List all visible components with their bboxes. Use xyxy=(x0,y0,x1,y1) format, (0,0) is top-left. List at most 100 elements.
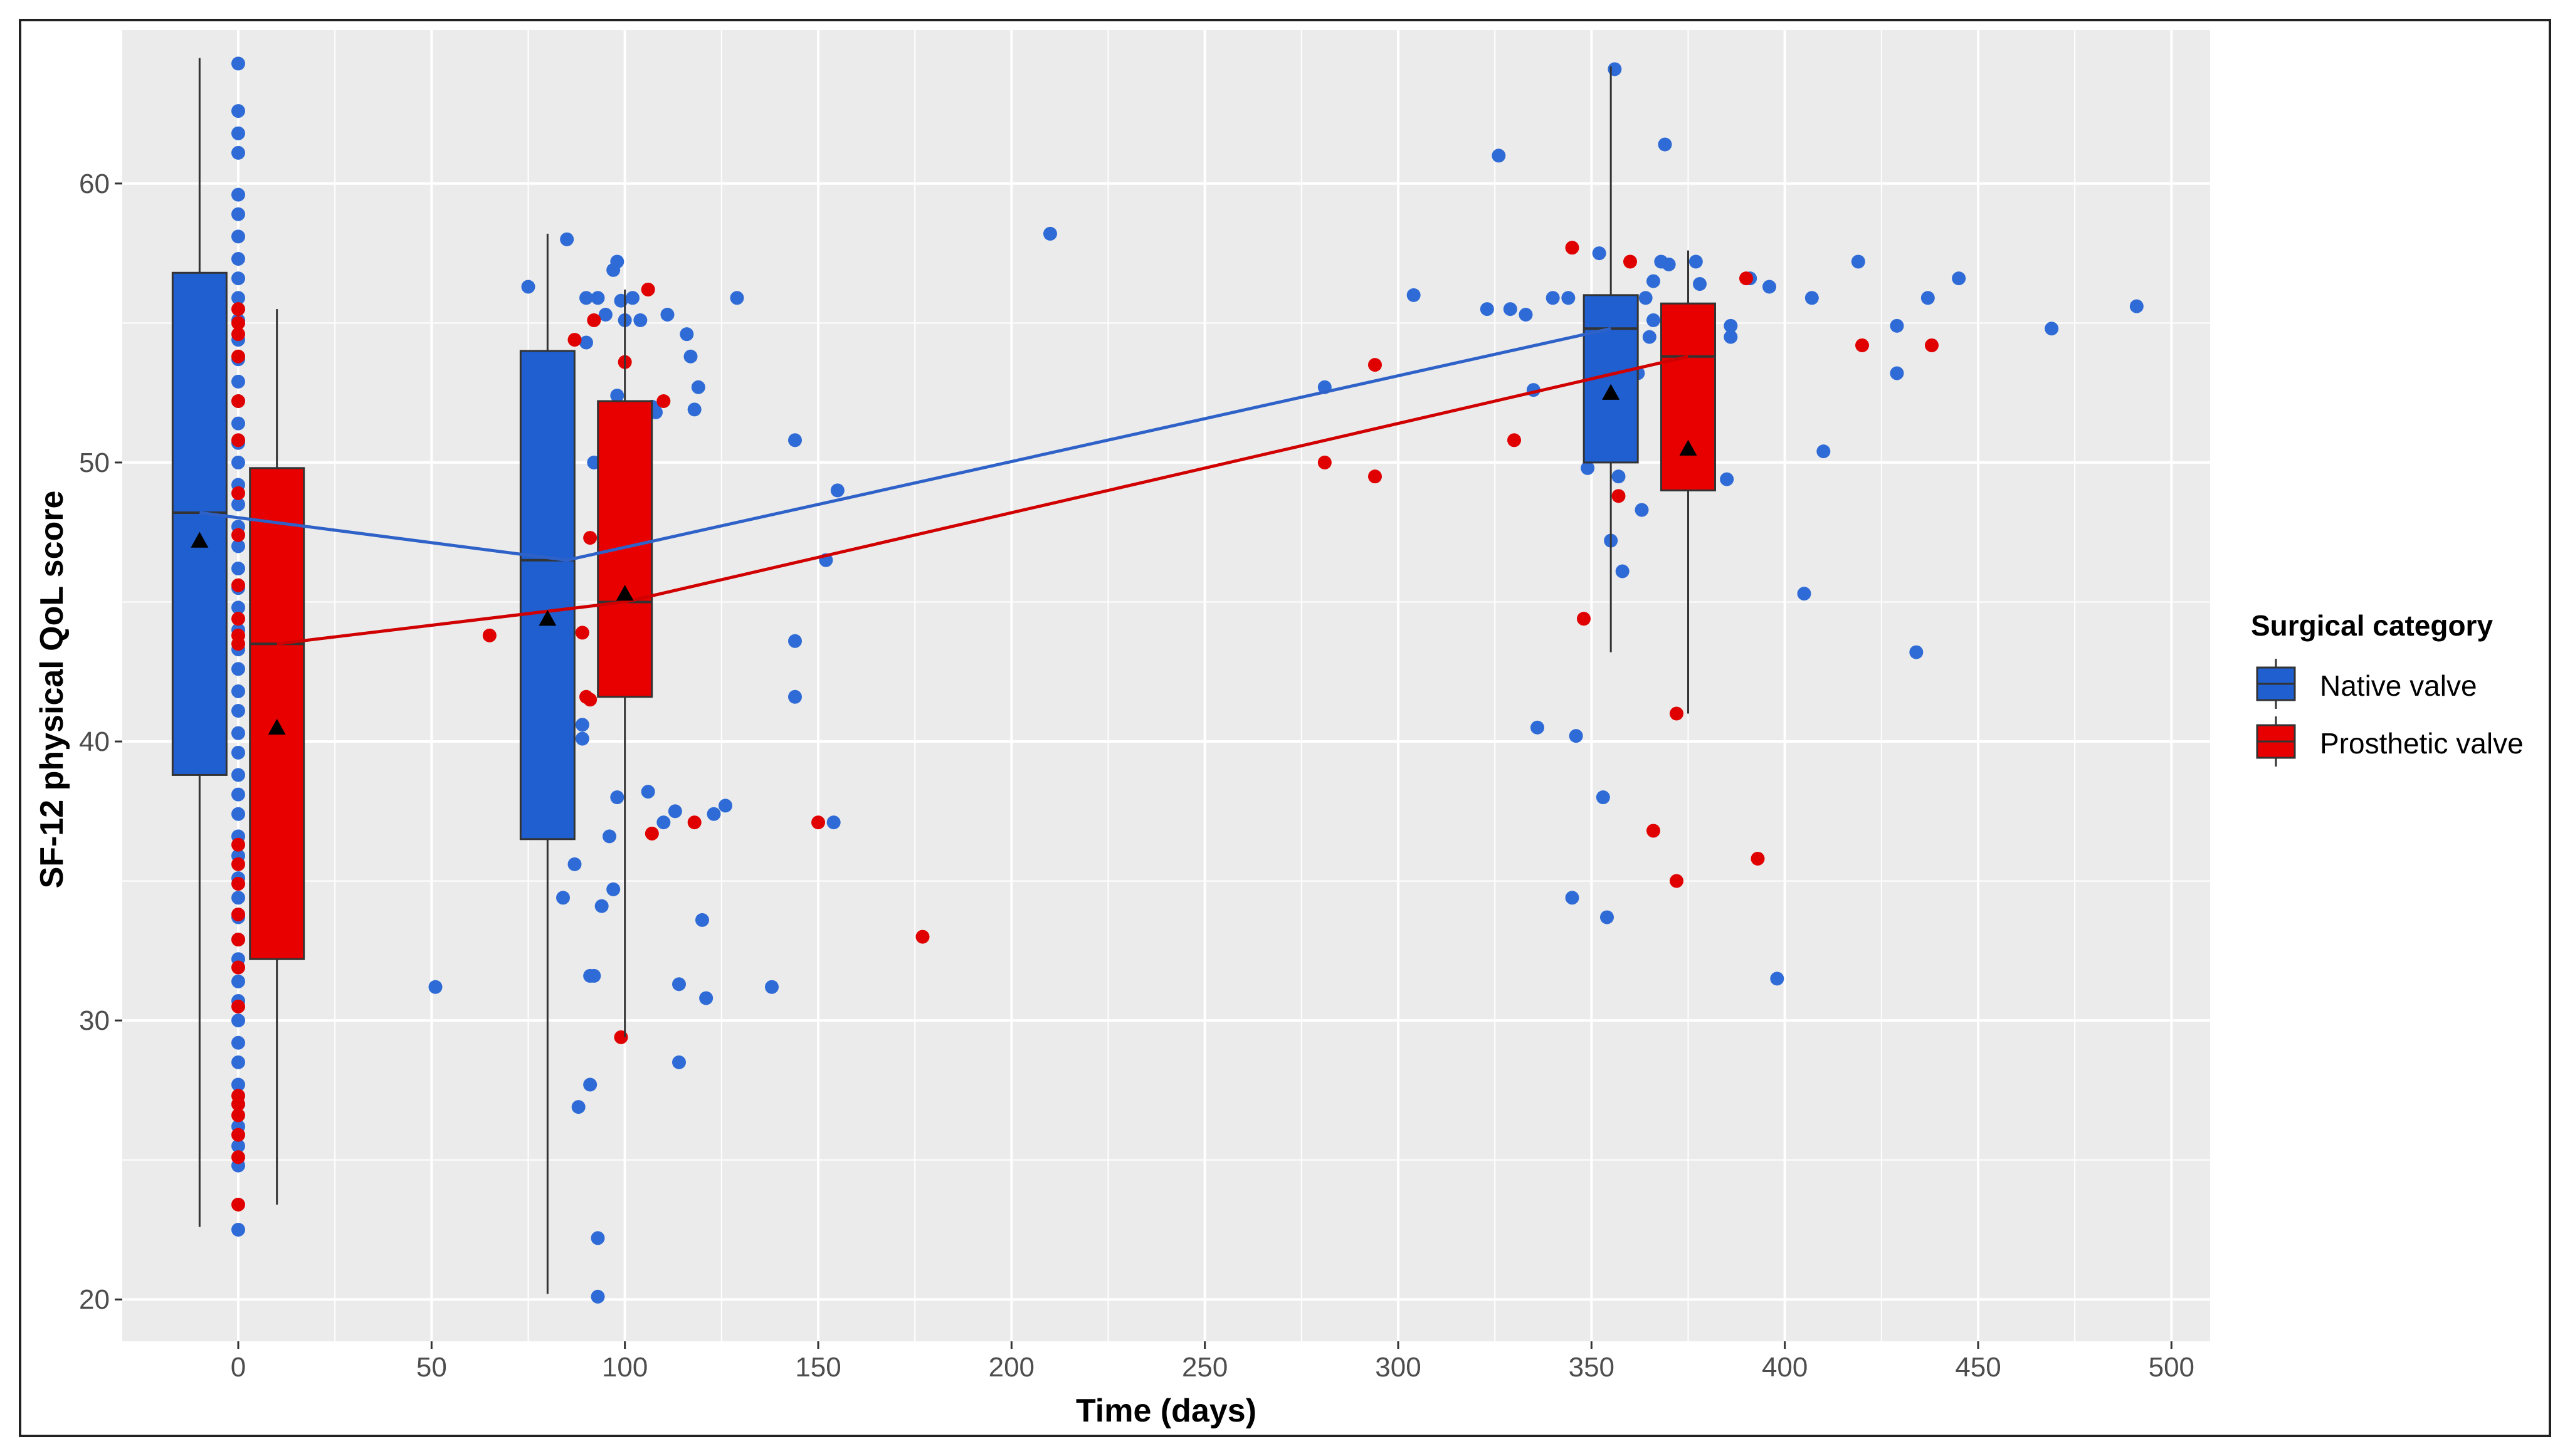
x-tick-label: 50 xyxy=(416,1352,447,1383)
native-valve-point xyxy=(2045,322,2059,336)
native-valve-point xyxy=(668,804,682,819)
native-valve-point xyxy=(707,807,721,821)
prosthetic-valve-point xyxy=(1368,358,1382,372)
x-tick-label: 150 xyxy=(795,1352,841,1383)
trend-lines xyxy=(199,327,1689,646)
prosthetic-valve-point xyxy=(583,693,598,707)
prosthetic-valve-point xyxy=(231,907,245,921)
native-valve-point xyxy=(1503,302,1517,317)
native-valve-point xyxy=(591,1231,605,1245)
native-valve-point xyxy=(683,349,698,364)
prosthetic-valve-point xyxy=(1507,433,1521,448)
prosthetic-valve-point xyxy=(231,1097,245,1111)
native-valve-point xyxy=(231,1035,245,1050)
prosthetic-valve-point xyxy=(231,528,245,542)
native-valve-box xyxy=(171,271,228,776)
native-valve-point xyxy=(231,662,245,676)
native-valve-point xyxy=(672,977,686,992)
prosthetic-valve-point xyxy=(587,313,601,327)
native-valve-point xyxy=(1693,277,1707,291)
native-valve-point xyxy=(672,1055,686,1069)
native-valve-point xyxy=(231,768,245,782)
native-valve-point xyxy=(231,291,245,305)
native-valve-box xyxy=(519,350,576,841)
prosthetic-valve-point xyxy=(915,930,930,944)
prosthetic-valve-point xyxy=(575,626,589,640)
native-valve-point xyxy=(598,308,613,322)
native-valve-point xyxy=(641,785,655,799)
native-valve-point xyxy=(231,104,245,118)
prosthetic-valve-point xyxy=(1855,338,1869,352)
native-valve-point xyxy=(1762,280,1776,294)
native-valve-point xyxy=(1770,972,1784,986)
native-valve-point xyxy=(1658,137,1672,152)
native-valve-point xyxy=(231,684,245,698)
native-valve-point xyxy=(826,815,841,830)
native-valve-point xyxy=(231,251,245,266)
prosthetic-valve-point xyxy=(231,349,245,364)
prosthetic-valve-point xyxy=(1368,469,1382,484)
native-valve-point xyxy=(1797,587,1811,601)
native-valve-point xyxy=(606,882,621,896)
native-valve-point xyxy=(1530,720,1544,735)
native-valve-point xyxy=(626,291,640,305)
native-valve-point xyxy=(231,271,245,286)
y-axis-title: SF-12 physical QoL score xyxy=(34,491,70,889)
prosthetic-valve-point xyxy=(231,1128,245,1142)
native-valve-mean-marker xyxy=(539,610,557,626)
prosthetic-valve-box xyxy=(249,467,305,960)
native-valve-point xyxy=(1642,330,1656,344)
native-valve-mean-marker xyxy=(191,532,209,548)
native-valve-point xyxy=(1611,469,1626,484)
native-valve-point xyxy=(231,787,245,802)
prosthetic-valve-point xyxy=(583,531,598,545)
prosthetic-valve-point xyxy=(231,486,245,500)
prosthetic-valve-point xyxy=(567,333,582,347)
native-valve-point xyxy=(1638,291,1653,305)
native-valve-point xyxy=(231,207,245,221)
native-valve-point xyxy=(691,380,705,394)
native-valve-point xyxy=(231,1055,245,1069)
native-valve-point xyxy=(1816,444,1831,459)
prosthetic-valve-point xyxy=(811,815,825,830)
prosthetic-valve-point xyxy=(231,1197,245,1212)
native-valve-point xyxy=(656,815,671,830)
prosthetic-valve-point xyxy=(231,933,245,947)
prosthetic-valve-point xyxy=(231,316,245,330)
prosthetic-valve-point xyxy=(645,826,659,841)
native-valve-point xyxy=(1596,790,1610,805)
prosthetic-valve-point xyxy=(231,1150,245,1165)
native-valve-point xyxy=(614,293,628,308)
x-tick-label: 500 xyxy=(2149,1352,2194,1383)
x-tick-label: 300 xyxy=(1375,1352,1421,1383)
native-valve-point xyxy=(610,790,624,805)
mean-markers xyxy=(191,384,1697,735)
native-valve-point xyxy=(231,145,245,160)
native-valve-point xyxy=(231,1139,245,1153)
native-valve-point xyxy=(788,689,802,704)
prosthetic-valve-point xyxy=(231,578,245,592)
prosthetic-valve-point xyxy=(641,282,655,296)
y-tick-label: 20 xyxy=(79,1284,110,1315)
native-valve-point xyxy=(231,704,245,718)
grid xyxy=(122,30,2210,1341)
native-valve-point xyxy=(231,416,245,431)
native-valve-point xyxy=(1646,313,1660,327)
native-valve-point xyxy=(1519,308,1533,322)
prosthetic-valve-point xyxy=(482,628,497,642)
native-valve-point xyxy=(610,254,624,269)
y-axis-ticks: 20 30 40 50 60 xyxy=(79,169,122,1315)
native-valve-point xyxy=(231,1013,245,1028)
prosthetic-valve-point xyxy=(1317,455,1332,469)
native-valve-point xyxy=(231,1077,245,1092)
native-valve-point xyxy=(591,1289,605,1304)
prosthetic-valve-point xyxy=(231,999,245,1013)
plot-panel xyxy=(122,30,2210,1341)
prosthetic-valve-mean-marker xyxy=(616,585,634,601)
prosthetic-valve-point xyxy=(231,612,245,626)
native-valve-line xyxy=(199,327,1611,562)
prosthetic-valve-mean-marker xyxy=(268,718,286,735)
native-valve-point xyxy=(231,56,245,71)
native-valve-point xyxy=(603,829,616,844)
prosthetic-valve-point xyxy=(687,815,702,830)
